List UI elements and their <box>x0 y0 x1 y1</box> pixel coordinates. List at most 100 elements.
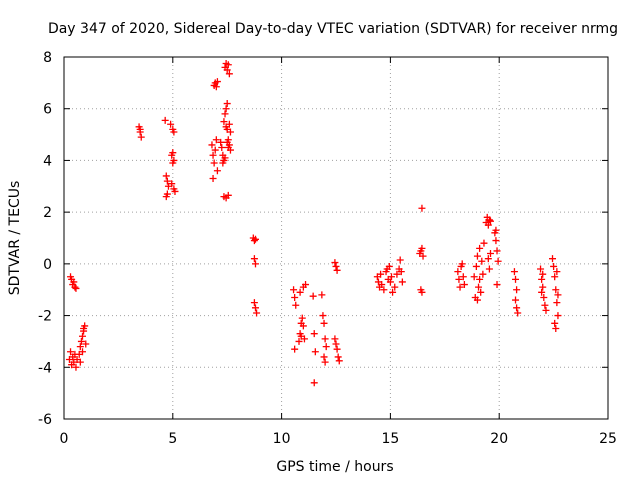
data-point-marker <box>291 345 299 353</box>
data-point-marker <box>510 268 518 276</box>
data-point-marker <box>210 159 218 167</box>
data-point-marker <box>218 144 226 151</box>
data-point-marker <box>539 283 547 291</box>
data-point-marker <box>542 306 550 314</box>
chart-title: Day 347 of 2020, Sidereal Day-to-day VTE… <box>48 21 618 37</box>
data-point-marker <box>331 259 339 267</box>
data-point-marker <box>209 175 217 183</box>
data-point-marker <box>486 217 494 225</box>
data-point-marker <box>320 319 328 327</box>
data-point-marker <box>455 275 463 283</box>
data-point-marker <box>541 301 549 309</box>
y-tick-label: 8 <box>43 50 52 66</box>
plot-frame <box>63 56 609 420</box>
data-point-marker <box>251 304 259 312</box>
data-point-marker <box>477 288 485 296</box>
data-point-marker <box>554 291 562 299</box>
data-point-marker <box>334 353 342 361</box>
data-point-marker <box>549 255 557 263</box>
data-point-marker <box>212 136 220 144</box>
data-point-marker <box>163 190 171 198</box>
data-point-marker <box>553 299 561 307</box>
data-point-marker <box>397 268 405 276</box>
y-tick-label: -2 <box>38 309 52 325</box>
data-point-marker <box>321 358 329 366</box>
data-points <box>65 59 562 387</box>
data-point-marker <box>484 221 492 229</box>
data-point-marker <box>460 281 468 289</box>
data-point-marker <box>70 278 78 286</box>
x-tick-labels: 0 5 10 15 20 25 <box>60 431 617 447</box>
x-tick-label: 20 <box>490 431 508 447</box>
data-point-marker <box>322 343 330 351</box>
data-point-marker <box>552 325 560 332</box>
data-point-marker <box>223 100 231 108</box>
axis-ticks <box>63 56 609 420</box>
data-point-marker <box>297 332 305 340</box>
y-tick-label: 6 <box>43 102 52 118</box>
data-point-marker <box>251 235 259 243</box>
data-point-marker <box>77 337 85 345</box>
data-point-marker <box>539 270 547 278</box>
data-point-marker <box>538 275 546 283</box>
data-point-marker <box>211 146 219 154</box>
data-point-marker <box>318 291 326 299</box>
data-point-marker <box>224 61 232 69</box>
data-point-marker <box>167 120 175 128</box>
data-point-marker <box>76 358 84 366</box>
data-point-marker <box>253 309 261 317</box>
data-point-marker <box>456 283 464 291</box>
data-point-marker <box>538 288 546 296</box>
data-point-marker <box>333 266 341 274</box>
data-point-marker <box>396 256 404 264</box>
data-point-marker <box>458 260 466 268</box>
data-point-marker <box>171 187 179 195</box>
data-point-marker <box>459 273 467 281</box>
data-point-marker <box>514 309 522 317</box>
data-point-marker <box>225 70 233 78</box>
data-point-marker <box>309 292 317 300</box>
data-point-marker <box>554 312 562 320</box>
data-point-marker <box>76 343 84 351</box>
data-point-marker <box>380 286 388 294</box>
data-point-marker <box>377 270 385 278</box>
data-point-marker <box>470 273 478 281</box>
data-point-marker <box>72 363 80 371</box>
data-point-marker <box>492 226 500 234</box>
data-point-marker <box>485 265 493 273</box>
data-point-marker <box>213 167 221 175</box>
data-point-marker <box>333 345 341 353</box>
data-point-marker <box>418 288 426 296</box>
data-point-marker <box>224 191 232 199</box>
data-point-marker <box>492 237 500 245</box>
data-point-marker <box>419 252 427 260</box>
data-point-marker <box>479 270 487 278</box>
data-point-marker <box>299 322 307 330</box>
data-point-marker <box>250 255 258 263</box>
data-point-marker <box>476 244 484 252</box>
data-point-marker <box>81 322 89 330</box>
data-point-marker <box>80 327 88 335</box>
x-tick-label: 25 <box>599 431 617 447</box>
data-point-marker <box>331 335 339 343</box>
data-point-marker <box>493 247 501 255</box>
data-point-marker <box>311 348 319 356</box>
data-point-marker <box>222 105 230 113</box>
y-tick-label: -4 <box>38 360 52 376</box>
data-point-marker <box>476 275 484 283</box>
data-point-marker <box>298 314 306 322</box>
data-point-marker <box>494 257 502 265</box>
data-point-marker <box>513 304 521 312</box>
data-point-marker <box>385 262 393 270</box>
data-point-marker <box>493 281 501 289</box>
data-point-marker <box>552 286 560 294</box>
data-point-marker <box>78 348 86 356</box>
data-point-marker <box>137 133 145 141</box>
data-point-marker <box>163 177 171 185</box>
data-point-marker <box>553 268 561 276</box>
data-point-marker <box>537 265 545 273</box>
data-point-marker <box>512 275 520 283</box>
data-point-marker <box>540 293 548 301</box>
data-point-marker <box>296 288 304 296</box>
